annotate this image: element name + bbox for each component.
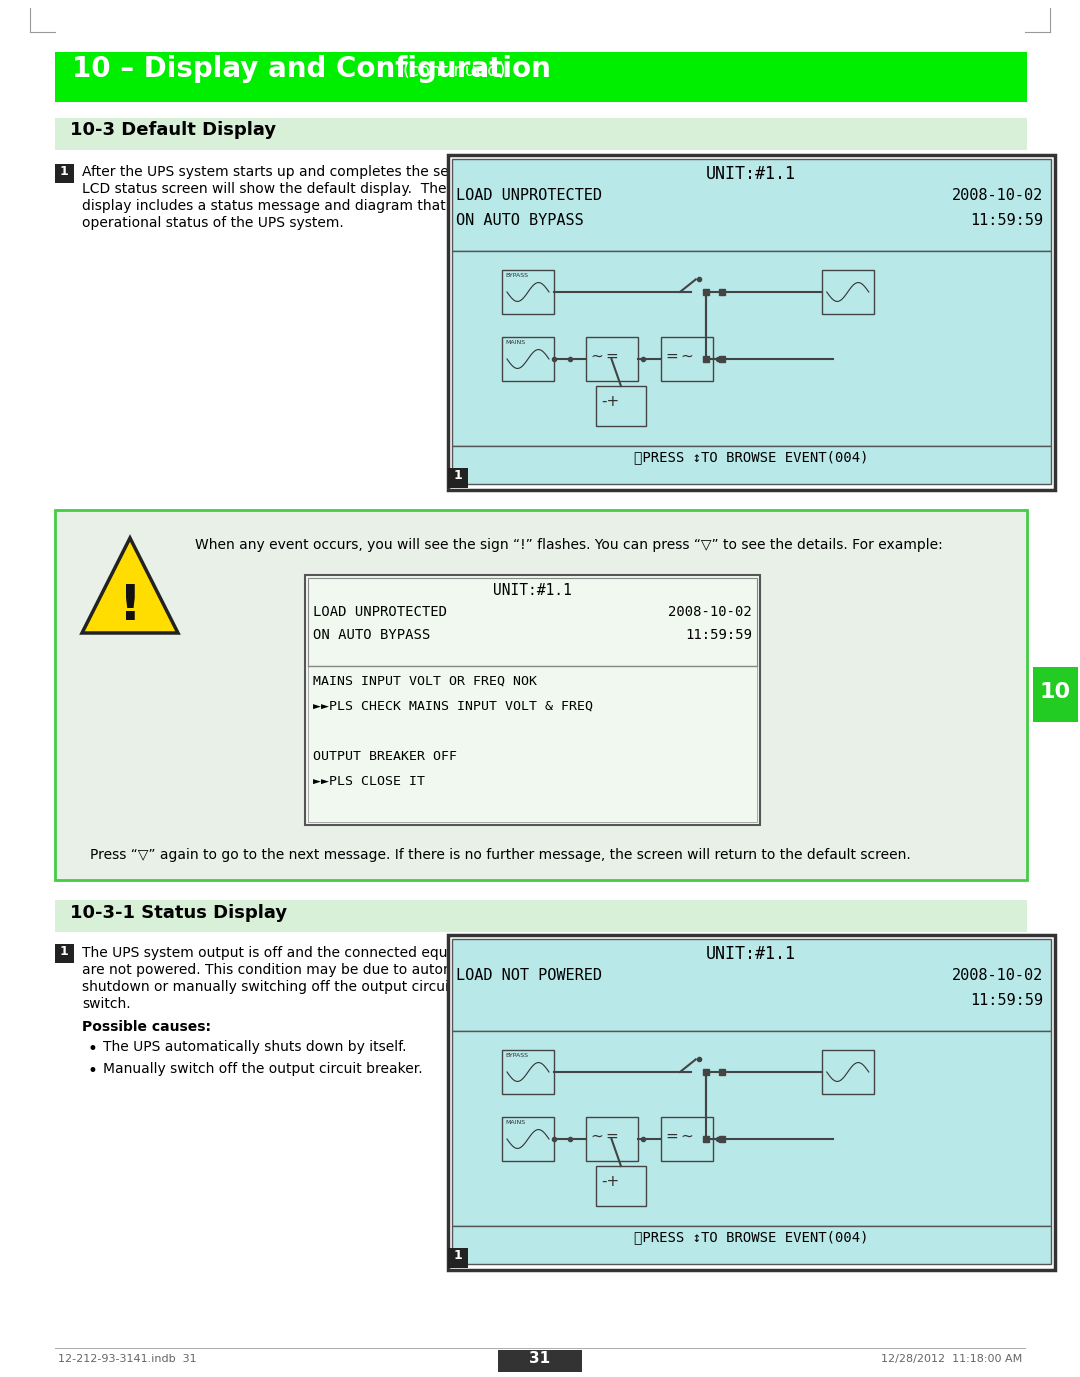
Text: After the UPS system starts up and completes the self-test, the: After the UPS system starts up and compl… bbox=[82, 165, 519, 179]
Text: The UPS automatically shuts down by itself.: The UPS automatically shuts down by itse… bbox=[103, 1040, 406, 1053]
Text: When any event occurs, you will see the sign “!” flashes. You can press “▽” to s: When any event occurs, you will see the … bbox=[195, 538, 943, 552]
Bar bbox=[305, 576, 760, 825]
Text: 10: 10 bbox=[1039, 682, 1070, 702]
Bar bbox=[661, 337, 713, 381]
Text: ►►PLS CLOSE IT: ►►PLS CLOSE IT bbox=[313, 775, 426, 788]
Text: switch.: switch. bbox=[82, 997, 131, 1011]
Text: OUTPUT BREAKER OFF: OUTPUT BREAKER OFF bbox=[313, 750, 457, 763]
Text: 1: 1 bbox=[454, 1249, 462, 1261]
Text: 12/28/2012  11:18:00 AM: 12/28/2012 11:18:00 AM bbox=[881, 1354, 1022, 1365]
Text: LOAD UNPROTECTED: LOAD UNPROTECTED bbox=[456, 189, 602, 202]
Bar bbox=[498, 1349, 582, 1371]
Bar bbox=[453, 251, 1051, 446]
Text: MAINS INPUT VOLT OR FREQ NOK: MAINS INPUT VOLT OR FREQ NOK bbox=[313, 675, 537, 688]
Text: =: = bbox=[606, 1129, 618, 1144]
Text: ON AUTO BYPASS: ON AUTO BYPASS bbox=[456, 213, 584, 229]
Bar bbox=[585, 337, 637, 381]
Bar bbox=[453, 158, 1051, 251]
Text: 10-3-1 Status Display: 10-3-1 Status Display bbox=[70, 903, 287, 923]
Text: BYPASS: BYPASS bbox=[505, 1053, 528, 1058]
Bar bbox=[502, 1051, 554, 1093]
Text: (continued): (continued) bbox=[402, 62, 505, 80]
Text: 11:59:59: 11:59:59 bbox=[970, 213, 1043, 229]
Text: 2008-10-02: 2008-10-02 bbox=[951, 189, 1043, 202]
Bar bbox=[448, 468, 468, 487]
Bar bbox=[55, 118, 1027, 150]
Bar bbox=[448, 935, 1055, 1270]
Text: LOAD UNPROTECTED: LOAD UNPROTECTED bbox=[313, 605, 447, 620]
Text: LOAD NOT POWERED: LOAD NOT POWERED bbox=[456, 968, 602, 983]
Bar bbox=[453, 939, 1051, 1031]
Text: 1: 1 bbox=[59, 165, 68, 178]
Text: MAINS: MAINS bbox=[505, 340, 525, 346]
Bar bbox=[55, 52, 1027, 102]
Text: 11:59:59: 11:59:59 bbox=[970, 993, 1043, 1008]
Text: 11:59:59: 11:59:59 bbox=[685, 628, 752, 642]
Text: Press “▽” again to go to the next message. If there is no further message, the s: Press “▽” again to go to the next messag… bbox=[90, 848, 910, 862]
Bar bbox=[502, 270, 554, 314]
Bar bbox=[453, 446, 1051, 483]
Text: display includes a status message and diagram that shows the: display includes a status message and di… bbox=[82, 200, 521, 213]
Bar bbox=[448, 156, 1055, 490]
Text: !: ! bbox=[119, 582, 141, 631]
Text: -+: -+ bbox=[602, 394, 620, 409]
Text: BYPASS: BYPASS bbox=[505, 273, 528, 278]
Text: 10 – Display and Configuration: 10 – Display and Configuration bbox=[72, 55, 551, 83]
Text: =: = bbox=[665, 348, 678, 364]
Text: 12-212-93-3141.indb  31: 12-212-93-3141.indb 31 bbox=[58, 1354, 197, 1365]
Text: The UPS system output is off and the connected equipment loads: The UPS system output is off and the con… bbox=[82, 946, 538, 960]
Text: operational status of the UPS system.: operational status of the UPS system. bbox=[82, 216, 343, 230]
Text: LCD status screen will show the default display.  The default: LCD status screen will show the default … bbox=[82, 182, 500, 196]
Bar bbox=[308, 666, 757, 822]
Text: 1: 1 bbox=[454, 470, 462, 482]
Bar bbox=[502, 1117, 554, 1161]
Text: ~: ~ bbox=[591, 1129, 604, 1144]
Text: 2008-10-02: 2008-10-02 bbox=[951, 968, 1043, 983]
Text: =: = bbox=[606, 348, 618, 364]
Text: -+: -+ bbox=[602, 1175, 620, 1188]
Text: •: • bbox=[87, 1062, 98, 1080]
Polygon shape bbox=[82, 538, 178, 633]
Text: ►►PLS CHECK MAINS INPUT VOLT & FREQ: ►►PLS CHECK MAINS INPUT VOLT & FREQ bbox=[313, 700, 593, 713]
Text: shutdown or manually switching off the output circuit breaker: shutdown or manually switching off the o… bbox=[82, 980, 512, 994]
Text: 31: 31 bbox=[529, 1351, 551, 1366]
Bar bbox=[1032, 666, 1078, 722]
Text: ON AUTO BYPASS: ON AUTO BYPASS bbox=[313, 628, 430, 642]
Bar bbox=[448, 1248, 468, 1268]
Bar bbox=[661, 1117, 713, 1161]
Text: =: = bbox=[665, 1129, 678, 1144]
Text: MAINS: MAINS bbox=[505, 1120, 525, 1125]
Bar bbox=[502, 337, 554, 381]
Text: Manually switch off the output circuit breaker.: Manually switch off the output circuit b… bbox=[103, 1062, 422, 1075]
Bar bbox=[585, 1117, 637, 1161]
Text: 10-3 Default Display: 10-3 Default Display bbox=[70, 121, 276, 139]
Text: ~: ~ bbox=[680, 348, 693, 364]
Bar bbox=[55, 901, 1027, 932]
Bar bbox=[453, 1226, 1051, 1264]
Bar bbox=[55, 945, 75, 963]
Bar bbox=[453, 1031, 1051, 1226]
Bar bbox=[55, 164, 75, 183]
Bar bbox=[55, 509, 1027, 880]
Bar bbox=[822, 270, 874, 314]
Bar bbox=[596, 1166, 646, 1206]
Text: 2008-10-02: 2008-10-02 bbox=[669, 605, 752, 620]
Text: are not powered. This condition may be due to automatic UPS: are not powered. This condition may be d… bbox=[82, 963, 514, 978]
Text: UNIT:#1.1: UNIT:#1.1 bbox=[706, 165, 796, 183]
Text: ⓘPRESS ↕TO BROWSE EVENT(004): ⓘPRESS ↕TO BROWSE EVENT(004) bbox=[634, 1230, 868, 1243]
Text: ⓘPRESS ↕TO BROWSE EVENT(004): ⓘPRESS ↕TO BROWSE EVENT(004) bbox=[634, 450, 868, 464]
Text: •: • bbox=[87, 1040, 98, 1058]
Text: UNIT:#1.1: UNIT:#1.1 bbox=[492, 582, 571, 598]
Text: 1: 1 bbox=[59, 945, 68, 958]
Bar bbox=[596, 386, 646, 425]
Bar bbox=[822, 1051, 874, 1093]
Text: UNIT:#1.1: UNIT:#1.1 bbox=[706, 945, 796, 963]
Bar bbox=[308, 578, 757, 666]
Text: ~: ~ bbox=[680, 1129, 693, 1144]
Text: Possible causes:: Possible causes: bbox=[82, 1020, 211, 1034]
Text: ~: ~ bbox=[591, 348, 604, 364]
